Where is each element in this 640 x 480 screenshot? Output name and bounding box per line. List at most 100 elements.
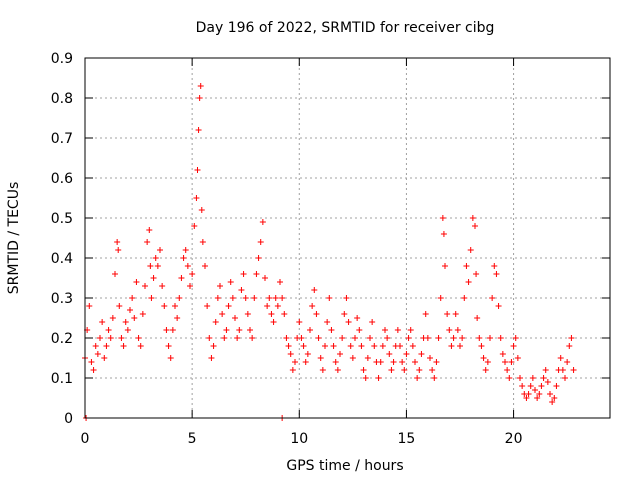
- data-point: [463, 263, 470, 269]
- data-point: [467, 247, 474, 253]
- data-point: [219, 311, 226, 317]
- data-point: [405, 335, 412, 341]
- y-tick-label: 0.1: [51, 371, 73, 387]
- data-point: [146, 227, 153, 233]
- data-point: [412, 359, 418, 365]
- data-point: [142, 283, 148, 289]
- x-axis-label: GPS time / hours: [286, 458, 403, 474]
- data-point: [307, 327, 313, 333]
- data-point: [461, 295, 468, 301]
- data-point: [238, 287, 245, 293]
- data-point: [317, 355, 324, 361]
- data-point: [551, 395, 558, 401]
- y-tick-label: 0.6: [51, 171, 73, 187]
- data-point: [150, 275, 157, 281]
- data-point: [358, 343, 365, 349]
- data-point: [448, 343, 455, 349]
- data-point: [476, 335, 483, 341]
- data-point: [240, 271, 247, 277]
- data-point: [538, 383, 545, 389]
- data-point: [424, 335, 431, 341]
- data-point: [277, 279, 283, 285]
- data-point: [487, 335, 493, 341]
- data-point: [339, 335, 346, 341]
- data-point: [437, 295, 444, 301]
- data-point: [369, 319, 376, 325]
- data-point: [409, 343, 416, 349]
- axis-ticks: 0 0.1 0.2 0.3 0.4 0.5 0.6 0.7 0.8 0.9 0 5 10 15 20: [51, 51, 610, 447]
- data-point: [255, 255, 262, 261]
- data-point: [253, 271, 260, 277]
- data-point: [174, 315, 181, 321]
- data-point: [131, 315, 138, 321]
- data-point: [407, 327, 414, 333]
- data-point: [484, 359, 491, 365]
- data-point: [268, 311, 275, 317]
- data-point: [127, 307, 133, 313]
- data-point: [478, 343, 485, 349]
- data-point: [508, 359, 515, 365]
- data-point: [161, 303, 168, 309]
- grid: [85, 58, 610, 418]
- data-point: [480, 355, 487, 361]
- data-point: [390, 359, 397, 365]
- data-point: [206, 335, 213, 341]
- data-point: [112, 271, 118, 277]
- data-point: [489, 295, 496, 301]
- data-point: [341, 311, 348, 317]
- data-point: [115, 247, 122, 253]
- data-point: [289, 367, 296, 373]
- data-point: [176, 295, 183, 301]
- data-point: [401, 367, 408, 373]
- data-point: [107, 335, 114, 341]
- data-point: [549, 399, 556, 405]
- data-point: [399, 359, 406, 365]
- data-point: [472, 223, 478, 229]
- data-point: [527, 383, 534, 389]
- data-point: [187, 283, 193, 289]
- data-point: [367, 335, 373, 341]
- data-point: [196, 95, 203, 101]
- data-point: [103, 343, 110, 349]
- y-tick-label: 0.7: [51, 131, 73, 147]
- data-point: [302, 359, 309, 365]
- data-point: [435, 335, 442, 341]
- data-point: [349, 355, 356, 361]
- data-point: [414, 375, 421, 381]
- x-tick-label: 5: [188, 431, 197, 447]
- data-point: [444, 311, 451, 317]
- y-tick-label: 0.3: [51, 291, 73, 307]
- data-point: [450, 335, 457, 341]
- data-point: [159, 283, 166, 289]
- data-point: [178, 275, 185, 281]
- data-point: [152, 255, 159, 261]
- data-point: [418, 351, 425, 357]
- data-point: [191, 223, 198, 229]
- data-point: [279, 295, 286, 301]
- data-point: [122, 319, 129, 325]
- data-point: [194, 167, 201, 173]
- data-point: [99, 319, 106, 325]
- data-point: [504, 367, 511, 373]
- data-point: [86, 303, 93, 309]
- data-point: [326, 295, 333, 301]
- data-point: [105, 327, 112, 333]
- data-point: [446, 327, 453, 333]
- data-point: [544, 379, 551, 385]
- data-point: [225, 303, 232, 309]
- data-point: [167, 355, 174, 361]
- data-point: [199, 239, 206, 245]
- data-point: [285, 343, 292, 349]
- data-point: [139, 311, 146, 317]
- data-point: [247, 327, 253, 333]
- data-point: [364, 355, 371, 361]
- data-point: [553, 383, 560, 389]
- data-point: [266, 295, 273, 301]
- data-point: [227, 279, 234, 285]
- data-point: [474, 315, 481, 321]
- data-point: [229, 295, 236, 301]
- data-point: [559, 367, 566, 373]
- data-point: [566, 343, 573, 349]
- data-point: [324, 319, 331, 325]
- y-tick-label: 0: [64, 411, 73, 427]
